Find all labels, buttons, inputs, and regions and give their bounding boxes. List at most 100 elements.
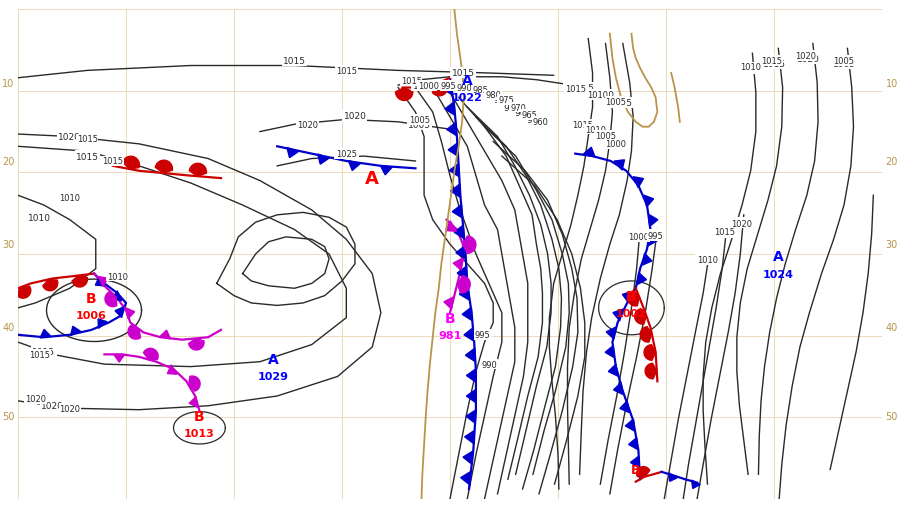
Polygon shape bbox=[159, 330, 170, 339]
Text: 1015: 1015 bbox=[76, 152, 99, 161]
Text: 1010: 1010 bbox=[740, 63, 761, 72]
Polygon shape bbox=[115, 307, 124, 318]
Polygon shape bbox=[348, 161, 360, 171]
Text: 1005: 1005 bbox=[609, 99, 633, 107]
Text: A: A bbox=[267, 353, 278, 366]
Text: 20: 20 bbox=[886, 157, 898, 166]
Polygon shape bbox=[583, 148, 595, 158]
Polygon shape bbox=[105, 293, 117, 307]
Polygon shape bbox=[463, 307, 472, 321]
Text: 30: 30 bbox=[886, 240, 897, 250]
Polygon shape bbox=[620, 401, 629, 413]
Text: 965: 965 bbox=[515, 108, 532, 117]
Text: 1005: 1005 bbox=[606, 98, 626, 106]
Text: 960: 960 bbox=[533, 118, 549, 127]
Text: 1020: 1020 bbox=[25, 394, 46, 403]
Text: 1020: 1020 bbox=[59, 404, 80, 413]
Polygon shape bbox=[456, 246, 465, 260]
Text: 1015: 1015 bbox=[76, 135, 97, 144]
Text: 1000: 1000 bbox=[628, 233, 649, 241]
Text: 990: 990 bbox=[459, 84, 476, 93]
Polygon shape bbox=[113, 355, 125, 362]
Polygon shape bbox=[613, 309, 623, 321]
Polygon shape bbox=[633, 177, 643, 188]
Polygon shape bbox=[143, 349, 158, 360]
Polygon shape bbox=[453, 205, 462, 218]
Text: 50: 50 bbox=[886, 411, 898, 421]
Text: 1015: 1015 bbox=[103, 157, 123, 166]
Text: A: A bbox=[773, 250, 784, 264]
Text: 1015: 1015 bbox=[572, 121, 594, 129]
Polygon shape bbox=[112, 291, 122, 301]
Polygon shape bbox=[446, 123, 456, 136]
Polygon shape bbox=[626, 419, 634, 431]
Polygon shape bbox=[433, 82, 448, 97]
Text: 1010: 1010 bbox=[739, 64, 762, 73]
Text: 10: 10 bbox=[3, 78, 14, 89]
Polygon shape bbox=[444, 297, 454, 309]
Polygon shape bbox=[396, 89, 413, 101]
Polygon shape bbox=[16, 287, 31, 299]
Polygon shape bbox=[98, 319, 107, 329]
Text: 1010: 1010 bbox=[585, 125, 606, 134]
Polygon shape bbox=[644, 345, 656, 360]
Text: 981: 981 bbox=[438, 330, 462, 340]
Polygon shape bbox=[449, 164, 459, 178]
Text: 1015: 1015 bbox=[336, 67, 356, 76]
Polygon shape bbox=[189, 397, 198, 408]
Text: 1020: 1020 bbox=[58, 133, 81, 142]
Polygon shape bbox=[128, 326, 140, 340]
Text: 990: 990 bbox=[482, 360, 498, 369]
Text: 1000: 1000 bbox=[418, 81, 439, 91]
Polygon shape bbox=[71, 327, 81, 336]
Polygon shape bbox=[318, 155, 329, 165]
Polygon shape bbox=[614, 383, 623, 394]
Text: B: B bbox=[631, 463, 641, 476]
Text: 1005: 1005 bbox=[595, 132, 616, 141]
Text: 985: 985 bbox=[472, 87, 489, 95]
Polygon shape bbox=[628, 291, 639, 306]
Text: 1020: 1020 bbox=[732, 219, 752, 228]
Text: 50: 50 bbox=[2, 411, 14, 421]
Polygon shape bbox=[463, 237, 476, 254]
Text: B: B bbox=[445, 311, 455, 325]
Text: 1020: 1020 bbox=[797, 54, 820, 64]
Text: 1010: 1010 bbox=[697, 256, 718, 265]
Text: 1015: 1015 bbox=[572, 84, 596, 93]
Polygon shape bbox=[649, 215, 658, 227]
Polygon shape bbox=[648, 235, 657, 246]
Polygon shape bbox=[465, 349, 475, 362]
Polygon shape bbox=[381, 166, 392, 176]
Text: 1029: 1029 bbox=[257, 372, 288, 382]
Polygon shape bbox=[605, 346, 615, 358]
Text: 1010: 1010 bbox=[696, 255, 719, 264]
Polygon shape bbox=[445, 103, 455, 116]
Polygon shape bbox=[636, 467, 650, 476]
Text: 1000: 1000 bbox=[606, 140, 626, 149]
Polygon shape bbox=[95, 277, 104, 286]
Polygon shape bbox=[442, 82, 452, 95]
Text: 1015: 1015 bbox=[565, 85, 586, 94]
Text: B: B bbox=[194, 409, 205, 423]
Polygon shape bbox=[189, 164, 206, 177]
Polygon shape bbox=[98, 277, 108, 287]
Text: 1025: 1025 bbox=[336, 150, 356, 159]
Polygon shape bbox=[189, 339, 204, 350]
Text: 1025: 1025 bbox=[335, 150, 358, 159]
Text: 10: 10 bbox=[886, 78, 897, 89]
Text: 970: 970 bbox=[504, 103, 521, 112]
Text: 1015: 1015 bbox=[715, 228, 735, 237]
Text: 1015: 1015 bbox=[283, 57, 306, 66]
Text: 1005: 1005 bbox=[833, 57, 854, 66]
Text: 40: 40 bbox=[3, 323, 14, 333]
Polygon shape bbox=[691, 480, 700, 489]
Polygon shape bbox=[466, 369, 476, 382]
Text: 1010: 1010 bbox=[28, 213, 51, 222]
Polygon shape bbox=[640, 327, 652, 343]
Text: B: B bbox=[626, 289, 637, 303]
Text: 1006: 1006 bbox=[76, 310, 107, 321]
Polygon shape bbox=[167, 365, 177, 375]
Text: 1020: 1020 bbox=[796, 52, 816, 61]
Polygon shape bbox=[451, 185, 460, 198]
Polygon shape bbox=[607, 327, 616, 340]
